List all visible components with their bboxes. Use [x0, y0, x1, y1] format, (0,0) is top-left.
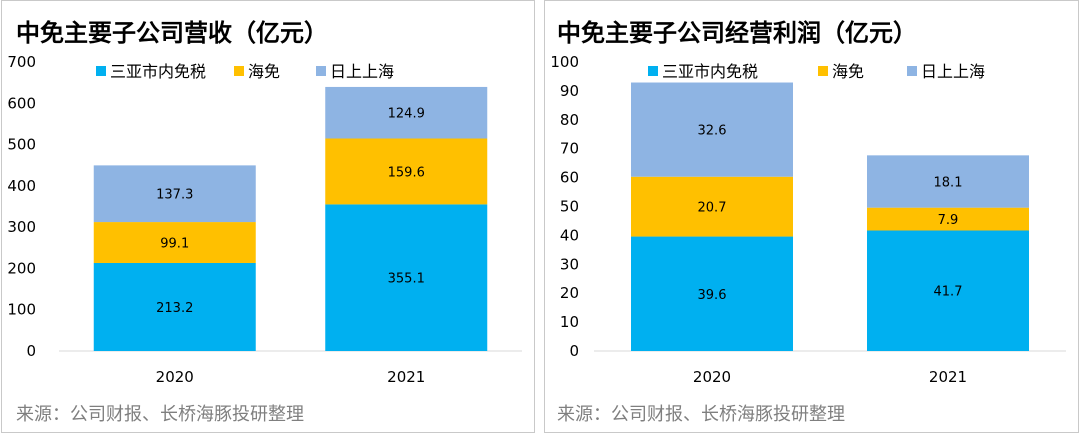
revenue-bar-rishang-2021: [325, 86, 488, 139]
revenue-y-tick-label: 700: [7, 53, 36, 71]
profit-y-tick-label: 50: [560, 198, 579, 216]
profit-x-tick-label: 2021: [929, 368, 967, 386]
revenue-data-label-sanya-2021: 355.1: [388, 272, 425, 287]
profit-bar-rishang-2020: [631, 82, 793, 177]
revenue-plot-area: 0 100 200 300 400 500 600 700 213.2 99.1 137.3 2020…: [7, 53, 522, 386]
revenue-y-tick-label: 400: [7, 177, 36, 195]
legend-swatch-sanya: [96, 66, 106, 76]
profit-data-label-rishang-2020: 32.6: [698, 124, 727, 139]
profit-y-tick-label: 30: [560, 255, 579, 273]
revenue-y-tick-label: 600: [7, 94, 36, 112]
profit-data-label-haimian-2021: 7.9: [938, 213, 959, 228]
profit-y-tick-label: 100: [550, 53, 579, 71]
revenue-legend: 三亚市内免税 海免 日上上海: [96, 62, 394, 81]
profit-y-tick-label: 10: [560, 313, 579, 331]
profit-data-label-haimian-2020: 20.7: [698, 201, 727, 216]
profit-y-tick-label: 20: [560, 284, 579, 302]
revenue-source-note: 来源：公司财报、长桥海豚投研整理: [16, 404, 304, 425]
revenue-chart-title: 中免主要子公司营收（亿元）: [16, 19, 328, 47]
profit-bar-haimian-2021: [867, 207, 1029, 231]
profit-data-label-rishang-2021: 18.1: [934, 176, 963, 191]
revenue-data-label-haimian-2021: 159.6: [388, 165, 425, 180]
profit-bar-rishang-2021: [867, 155, 1029, 208]
revenue-bar-haimian-2021: [325, 138, 488, 205]
legend-swatch-rishang: [907, 66, 917, 76]
legend-label-haimian: 海免: [248, 62, 280, 81]
legend-swatch-sanya: [648, 66, 658, 76]
revenue-x-tick-label: 2021: [387, 368, 425, 386]
revenue-data-label-haimian-2020: 99.1: [160, 237, 189, 252]
revenue-y-tick-label: 0: [26, 342, 36, 360]
profit-y-tick-label: 80: [560, 111, 579, 129]
legend-label-rishang: 日上上海: [330, 62, 394, 81]
profit-plot-area: 0 10 20 30 40 50 60 70 80 90 100 39.6 20.7 32.6 2020 41…: [550, 53, 1066, 386]
revenue-chart-panel: 中免主要子公司营收（亿元） 三亚市内免税 海免 日上上海 0 100 200 300 4…: [1, 0, 535, 433]
profit-chart: 中免主要子公司经营利润（亿元） 三亚市内免税 海免 日上上海 0 10 20 30 40…: [550, 19, 1066, 425]
profit-chart-title: 中免主要子公司经营利润（亿元）: [557, 19, 917, 47]
revenue-y-tick-label: 500: [7, 136, 36, 154]
revenue-bar-sanya-2021: [325, 204, 488, 351]
profit-y-tick-label: 0: [569, 342, 579, 360]
legend-swatch-haimian: [234, 66, 244, 76]
profit-data-label-sanya-2021: 41.7: [934, 285, 963, 300]
legend-label-sanya: 三亚市内免税: [662, 62, 758, 81]
profit-chart-panel: 中免主要子公司经营利润（亿元） 三亚市内免税 海免 日上上海 0 10 20 30 40…: [544, 0, 1079, 433]
legend-label-sanya: 三亚市内免税: [110, 62, 206, 81]
legend-label-rishang: 日上上海: [921, 62, 985, 81]
revenue-y-tick-label: 300: [7, 218, 36, 236]
profit-bar-sanya-2020: [631, 236, 793, 351]
legend-swatch-rishang: [316, 66, 326, 76]
legend-swatch-haimian: [818, 66, 828, 76]
profit-source-note: 来源：公司财报、长桥海豚投研整理: [557, 404, 845, 425]
revenue-data-label-sanya-2020: 213.2: [156, 301, 193, 316]
profit-legend: 三亚市内免税 海免 日上上海: [648, 62, 985, 81]
profit-y-tick-label: 40: [560, 226, 579, 244]
profit-bar-haimian-2020: [631, 176, 793, 237]
profit-y-tick-label: 70: [560, 140, 579, 158]
profit-bar-sanya-2021: [867, 230, 1029, 351]
profit-y-tick-label: 60: [560, 169, 579, 187]
profit-data-label-sanya-2020: 39.6: [698, 288, 727, 303]
revenue-x-tick-label: 2020: [156, 368, 194, 386]
revenue-data-label-rishang-2020: 137.3: [156, 188, 193, 203]
revenue-bar-sanya-2020: [93, 262, 256, 351]
legend-label-haimian: 海免: [832, 62, 864, 81]
revenue-y-tick-label: 200: [7, 259, 36, 277]
revenue-bar-haimian-2020: [93, 222, 256, 263]
revenue-y-tick-label: 100: [7, 301, 36, 319]
profit-x-tick-label: 2020: [693, 368, 731, 386]
revenue-chart: 中免主要子公司营收（亿元） 三亚市内免税 海免 日上上海 0 100 200 300 4…: [7, 19, 522, 425]
revenue-data-label-rishang-2021: 124.9: [388, 107, 425, 122]
revenue-bar-rishang-2020: [93, 165, 256, 223]
profit-y-tick-label: 90: [560, 82, 579, 100]
